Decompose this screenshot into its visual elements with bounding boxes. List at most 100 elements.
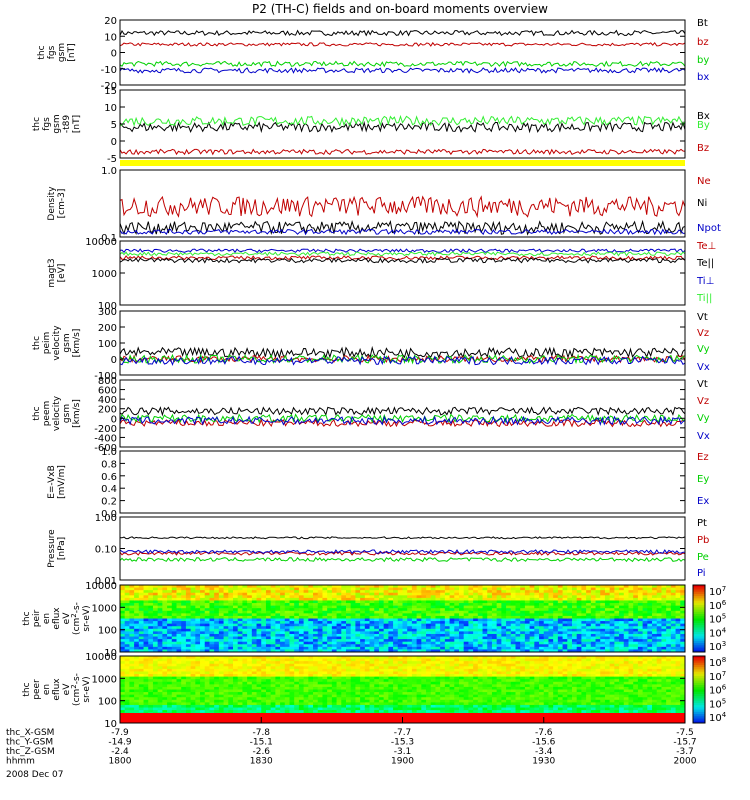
heatmap-cell [656, 615, 662, 619]
heatmap-cell [473, 644, 479, 648]
heatmap-cell [247, 658, 253, 662]
heatmap-cell [360, 590, 366, 594]
heatmap-cell [350, 699, 356, 703]
heatmap-cell [468, 603, 474, 607]
heatmap-cell [383, 615, 389, 619]
heatmap-cell [449, 605, 455, 609]
heatmap-cell [200, 605, 206, 609]
series-line-By [119, 114, 686, 127]
heatmap-cell [642, 613, 648, 617]
heatmap-cell [633, 605, 639, 609]
heatmap-cell [374, 674, 380, 678]
heatmap-cell [675, 644, 681, 648]
heatmap-cell [185, 618, 192, 622]
heatmap-cell [228, 633, 234, 638]
heatmap-cell [614, 649, 620, 653]
heatmap-cell [369, 679, 375, 683]
heatmap-cell [176, 681, 182, 685]
heatmap-cell [190, 603, 196, 607]
heatmap-cell [181, 610, 187, 614]
heatmap-cell [275, 707, 281, 711]
heatmap-cell [666, 605, 672, 609]
heatmap-cell [562, 618, 568, 622]
heatmap-cell [209, 587, 215, 591]
heatmap-cell [327, 671, 333, 675]
heatmap-cell [143, 615, 149, 619]
heatmap-cell [444, 628, 451, 632]
heatmap-cell [350, 707, 356, 711]
heatmap-cell [322, 610, 328, 614]
heatmap-cell [313, 686, 319, 690]
heatmap-cell [298, 631, 305, 635]
heatmap-cell [322, 626, 328, 630]
heatmap-cell [440, 615, 446, 619]
heatmap-cell [477, 631, 484, 635]
heatmap-cell [261, 615, 267, 619]
heatmap-cell [397, 666, 403, 670]
heatmap-cell [463, 597, 469, 601]
heatmap-cell [143, 649, 149, 653]
heatmap-cell [247, 626, 253, 630]
heatmap-cell [346, 610, 352, 614]
heatmap-cell [124, 603, 130, 607]
heatmap-cell [204, 661, 210, 665]
heatmap-cell [308, 597, 314, 601]
heatmap-cell [214, 605, 220, 609]
heatmap-cell [327, 676, 333, 680]
heatmap-cell [157, 585, 163, 589]
heatmap-cell [595, 590, 601, 594]
heatmap-cell [138, 644, 145, 648]
heatmap-cell [637, 585, 644, 589]
heatmap-cell [181, 679, 187, 683]
heatmap-cell [416, 615, 422, 619]
heatmap-cell [228, 684, 234, 688]
heatmap-cell [360, 626, 366, 630]
y-tick-label: 1.0 [101, 447, 117, 458]
heatmap-cell [270, 674, 276, 678]
heatmap-cell [590, 644, 597, 648]
heatmap-cell [228, 686, 234, 690]
heatmap-cell [190, 621, 196, 625]
heatmap-cell [289, 689, 295, 693]
heatmap-cell [308, 639, 314, 643]
heatmap-cell [138, 626, 145, 630]
heatmap-cell [327, 623, 333, 627]
heatmap-cell [360, 689, 366, 693]
heatmap-cell [167, 592, 173, 596]
heatmap-cell [308, 699, 314, 703]
heatmap-cell [247, 704, 253, 709]
heatmap-cell [680, 631, 686, 635]
heatmap-cell [581, 613, 587, 617]
heatmap-cell [162, 702, 168, 706]
series-line-Pb [119, 551, 686, 556]
heatmap-cell [256, 633, 262, 638]
heatmap-cell [628, 615, 634, 619]
heatmap-cell [148, 597, 154, 601]
heatmap-cell [167, 699, 173, 703]
heatmap-cell [426, 631, 432, 635]
heatmap-cell [647, 587, 653, 591]
heatmap-cell [313, 699, 319, 703]
heatmap-cell [209, 666, 215, 670]
heatmap-cell [120, 600, 126, 604]
heatmap-cell [275, 668, 281, 672]
heatmap-cell [600, 605, 606, 609]
heatmap-cell [482, 623, 488, 627]
heatmap-cell [200, 699, 206, 703]
heatmap-cell [402, 694, 408, 698]
heatmap-cell [364, 621, 371, 625]
heatmap-cell [218, 656, 225, 660]
colorbar-tick-label: 106 [709, 599, 727, 612]
heatmap-cell [223, 608, 229, 612]
heatmap-cell [157, 623, 163, 627]
heatmap-cell [633, 613, 639, 617]
heatmap-cell [529, 590, 535, 594]
heatmap-cell [393, 600, 399, 604]
heatmap-cell [411, 597, 418, 601]
heatmap-cell [600, 649, 606, 653]
heatmap-cell [223, 639, 229, 643]
heatmap-cell [482, 621, 488, 625]
heatmap-cell [181, 699, 187, 703]
heatmap-cell [529, 592, 535, 596]
heatmap-cell [463, 649, 469, 653]
